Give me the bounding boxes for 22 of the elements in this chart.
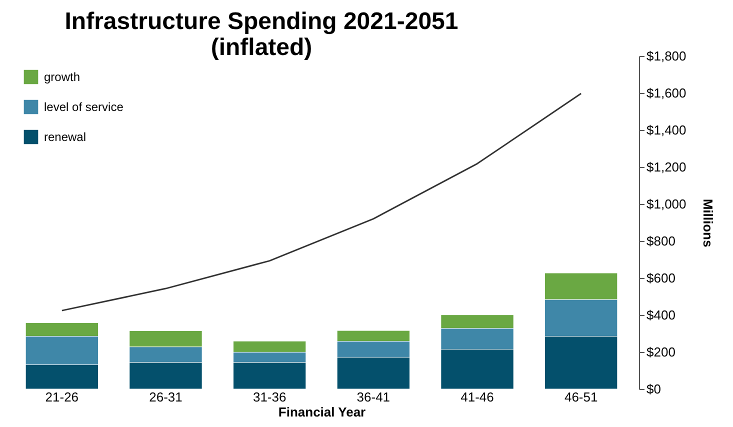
x-tick-label: 41-46 — [460, 390, 494, 404]
x-axis-title: Financial Year — [278, 404, 366, 420]
y-tick-label: $1,800 — [646, 48, 686, 64]
y-tick-label: $1,000 — [646, 196, 686, 212]
y-tick-label: $1,200 — [646, 160, 686, 174]
y-tick-label: $200 — [646, 344, 676, 360]
y-tick-label: $600 — [646, 270, 676, 286]
legend-label: renewal — [44, 130, 86, 144]
y-tick-label: $0 — [646, 382, 661, 396]
legend-label: level of service — [44, 100, 124, 114]
y-tick-label: $1,400 — [646, 122, 686, 138]
x-tick-label: 26-31 — [149, 390, 182, 404]
x-tick-label: 46-51 — [564, 390, 598, 404]
legend-label: growth — [44, 70, 80, 84]
x-tick-label: 36-41 — [356, 390, 390, 404]
y-tick-label: $800 — [646, 234, 676, 248]
chart-title: Infrastructure Spending 2021-2051 (inflated) — [64, 8, 458, 61]
x-tick-label: 31-36 — [252, 390, 286, 404]
y-axis-title: Millions — [700, 198, 716, 248]
y-tick-label: $1,600 — [646, 86, 686, 100]
y-tick-label: $400 — [646, 308, 676, 322]
x-tick-label: 21-26 — [45, 390, 79, 404]
